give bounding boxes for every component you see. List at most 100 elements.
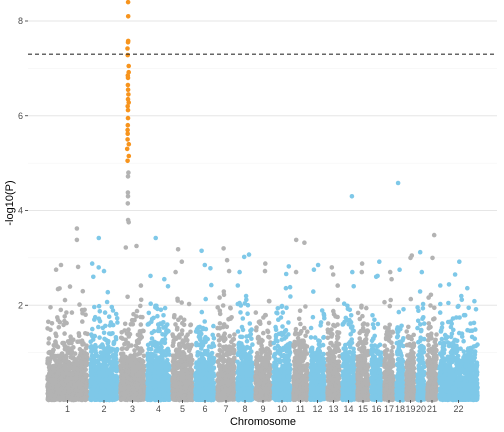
snp-point — [193, 392, 199, 397]
snp-point — [55, 286, 61, 292]
snp-point — [113, 311, 119, 317]
snp-point — [217, 295, 222, 300]
snp-point — [188, 359, 193, 365]
snp-point — [184, 362, 190, 368]
snp-point — [62, 314, 67, 319]
snp-point — [207, 396, 213, 402]
snp-point — [130, 395, 135, 401]
snp-point — [229, 375, 235, 381]
snp-point — [148, 273, 153, 279]
snp-point — [83, 388, 88, 394]
snp-point — [55, 387, 61, 393]
snp-point — [161, 313, 166, 318]
snp-point — [170, 368, 175, 374]
snp-point — [96, 235, 102, 241]
snp-point — [68, 334, 73, 340]
snp-point — [49, 392, 54, 397]
snp-point — [84, 352, 90, 357]
snp-point — [156, 363, 161, 368]
snp-point — [90, 386, 96, 392]
snp-point — [225, 387, 230, 393]
snp-point — [77, 302, 82, 307]
snp-point — [66, 376, 71, 382]
snp-point — [179, 259, 185, 265]
snp-point — [110, 308, 116, 313]
snp-point — [46, 319, 51, 325]
snp-point — [165, 395, 171, 400]
snp-point — [196, 334, 202, 340]
snp-point — [200, 376, 205, 382]
snp-point — [134, 243, 139, 249]
significant-snp-point — [125, 40, 131, 45]
snp-point — [159, 321, 164, 327]
snp-point — [138, 297, 144, 303]
snp-point — [106, 331, 112, 336]
snp-point — [75, 381, 81, 387]
snp-point — [101, 268, 107, 274]
snp-point — [179, 331, 185, 337]
snp-point — [45, 326, 50, 331]
snp-point — [126, 385, 132, 391]
snp-point — [101, 330, 107, 336]
snp-point — [177, 341, 182, 347]
snp-point — [135, 363, 141, 369]
snp-point — [145, 357, 151, 363]
snp-point — [175, 296, 180, 302]
snp-point — [77, 339, 82, 344]
snp-point — [119, 369, 124, 375]
snp-point — [200, 393, 206, 398]
snp-point — [121, 392, 126, 397]
snp-point — [122, 321, 128, 327]
snp-point — [181, 317, 187, 323]
snp-point — [133, 357, 138, 363]
snp-point — [125, 201, 131, 206]
snp-point — [82, 395, 87, 400]
snp-point — [185, 379, 191, 385]
snp-point — [157, 328, 162, 334]
snp-point — [206, 377, 212, 383]
snp-point — [203, 296, 208, 302]
snp-point — [69, 310, 75, 315]
snp-point — [165, 350, 170, 355]
snp-point — [78, 391, 84, 397]
snp-point — [173, 383, 179, 388]
snp-point — [133, 343, 139, 349]
snp-point — [145, 374, 151, 379]
snp-point — [46, 382, 52, 388]
snp-point — [139, 383, 145, 389]
snp-point — [55, 317, 61, 323]
snp-point — [102, 347, 108, 353]
snp-point — [74, 237, 80, 243]
snp-point — [56, 395, 62, 400]
snp-point — [209, 282, 214, 288]
snp-point — [96, 324, 101, 330]
snp-point — [134, 384, 140, 390]
snp-point — [125, 294, 130, 300]
snp-point — [74, 366, 80, 372]
snp-point — [63, 366, 68, 372]
snp-point — [206, 361, 212, 366]
snp-point — [145, 322, 151, 327]
snp-point — [103, 389, 108, 395]
snp-point — [77, 346, 83, 352]
snp-point — [202, 336, 208, 342]
snp-point — [204, 371, 209, 377]
snp-point — [89, 332, 94, 337]
snp-point — [80, 288, 86, 294]
snp-point — [61, 322, 66, 328]
snp-point — [54, 333, 59, 339]
significant-snp-point — [125, 137, 130, 142]
snp-point — [48, 305, 53, 310]
snp-point — [162, 336, 168, 342]
snp-point — [57, 364, 62, 369]
snp-point — [202, 351, 207, 357]
snp-point — [137, 356, 142, 362]
snp-point — [132, 376, 137, 382]
snp-point — [181, 322, 187, 328]
snp-point — [92, 359, 97, 365]
snp-point — [82, 372, 87, 378]
snp-point — [68, 364, 73, 369]
snp-point — [90, 326, 95, 332]
snp-point — [128, 353, 133, 359]
snp-point — [186, 393, 192, 399]
